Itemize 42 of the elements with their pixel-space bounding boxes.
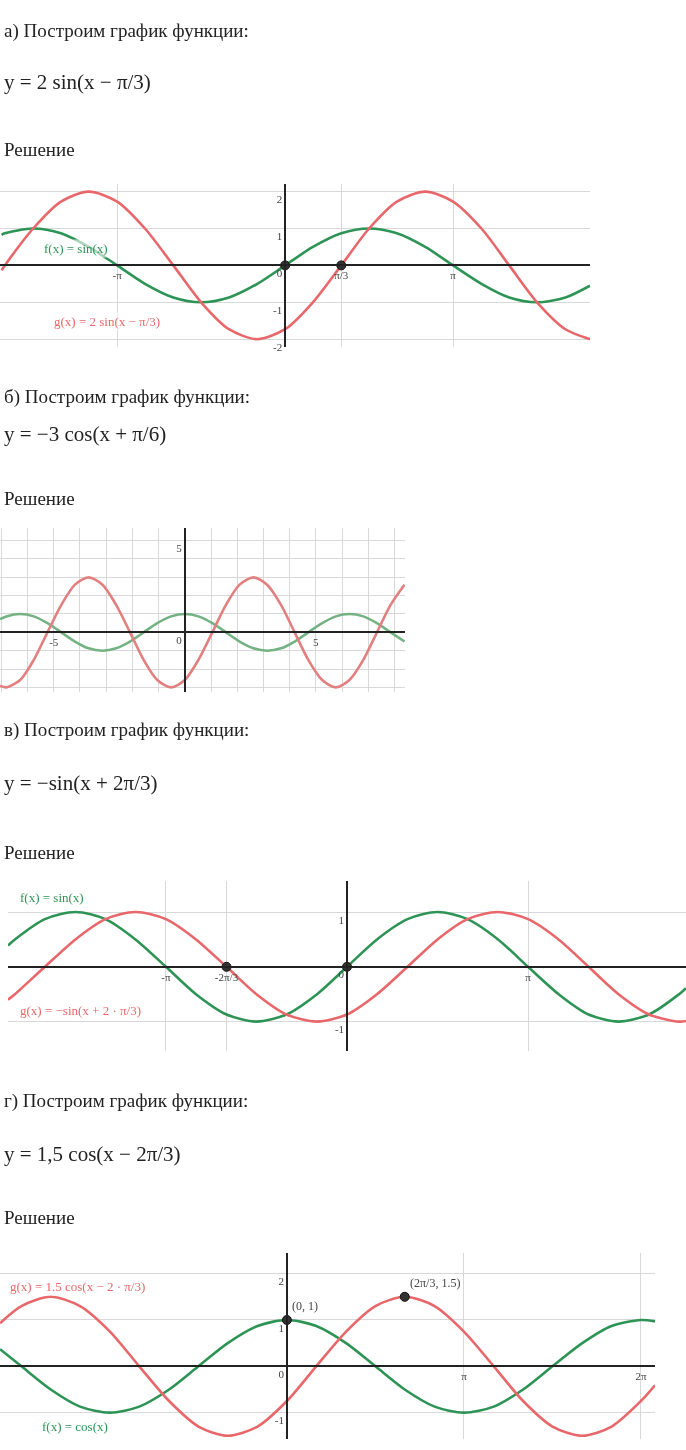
y-tick-label: 2 <box>276 193 283 206</box>
y-tick-label: 0 <box>176 633 183 646</box>
y-tick-label: 0 <box>338 968 345 981</box>
x-tick-label: π <box>450 269 457 282</box>
x-tick-label: 2π <box>635 1370 647 1383</box>
y-tick-label: 1 <box>338 913 345 926</box>
chart-title: а) Построим график функции: <box>4 20 249 42</box>
annotation: (0, 1) <box>292 1299 318 1313</box>
x-tick-label: -π <box>161 970 172 983</box>
series-label: g(x) = 1.5 cos(x − 2 · π/3) <box>10 1279 146 1294</box>
y-tick-label: -1 <box>334 1023 345 1036</box>
y-tick-label: 0 <box>278 1367 285 1380</box>
y-tick-label: 1 <box>278 1321 284 1334</box>
x-tick-label: π <box>461 1370 468 1383</box>
series-label: g(x) = −sin(x + 2 · π/3) <box>20 1003 141 1018</box>
chart-subtitle: y = 2 sin(x − π/3) <box>4 70 151 94</box>
chart-subtitle: y = −sin(x + 2π/3) <box>4 771 158 795</box>
x-tick-label: π/3 <box>334 269 349 282</box>
series-label: f(x) = cos(x) <box>42 1419 108 1434</box>
chart-subtitle: y = 1,5 cos(x − 2π/3) <box>4 1142 181 1166</box>
y-tick-label: 0 <box>276 266 283 279</box>
text: Решение <box>4 1207 75 1228</box>
x-tick-label: -2π/3 <box>214 970 239 983</box>
x-tick-label: π <box>525 970 532 983</box>
text: Решение <box>4 139 75 160</box>
series-label: f(x) = sin(x) <box>44 241 108 256</box>
series-label: f(x) = sin(x) <box>20 890 84 905</box>
y-tick-label: 1 <box>276 230 283 243</box>
chart-title: в) Построим график функции: <box>4 719 250 741</box>
text: Решение <box>4 842 75 863</box>
y-tick-label: 2 <box>278 1275 284 1288</box>
annotation: (2π/3, 1.5) <box>410 1276 461 1290</box>
y-tick-label: -1 <box>274 1414 284 1427</box>
x-tick-label: -5 <box>49 636 59 649</box>
x-tick-label: -π <box>112 269 123 282</box>
chart-title: б) Построим график функции: <box>4 386 251 408</box>
y-tick-label: -1 <box>272 303 283 316</box>
text: Решение <box>4 488 75 509</box>
chart-subtitle: y = −3 cos(x + π/6) <box>4 422 167 446</box>
text: g(x) = 2 sin(x − π/3) <box>54 314 161 329</box>
y-tick-label: -2 <box>272 340 283 353</box>
chart-title: г) Построим график функции: <box>4 1090 249 1112</box>
